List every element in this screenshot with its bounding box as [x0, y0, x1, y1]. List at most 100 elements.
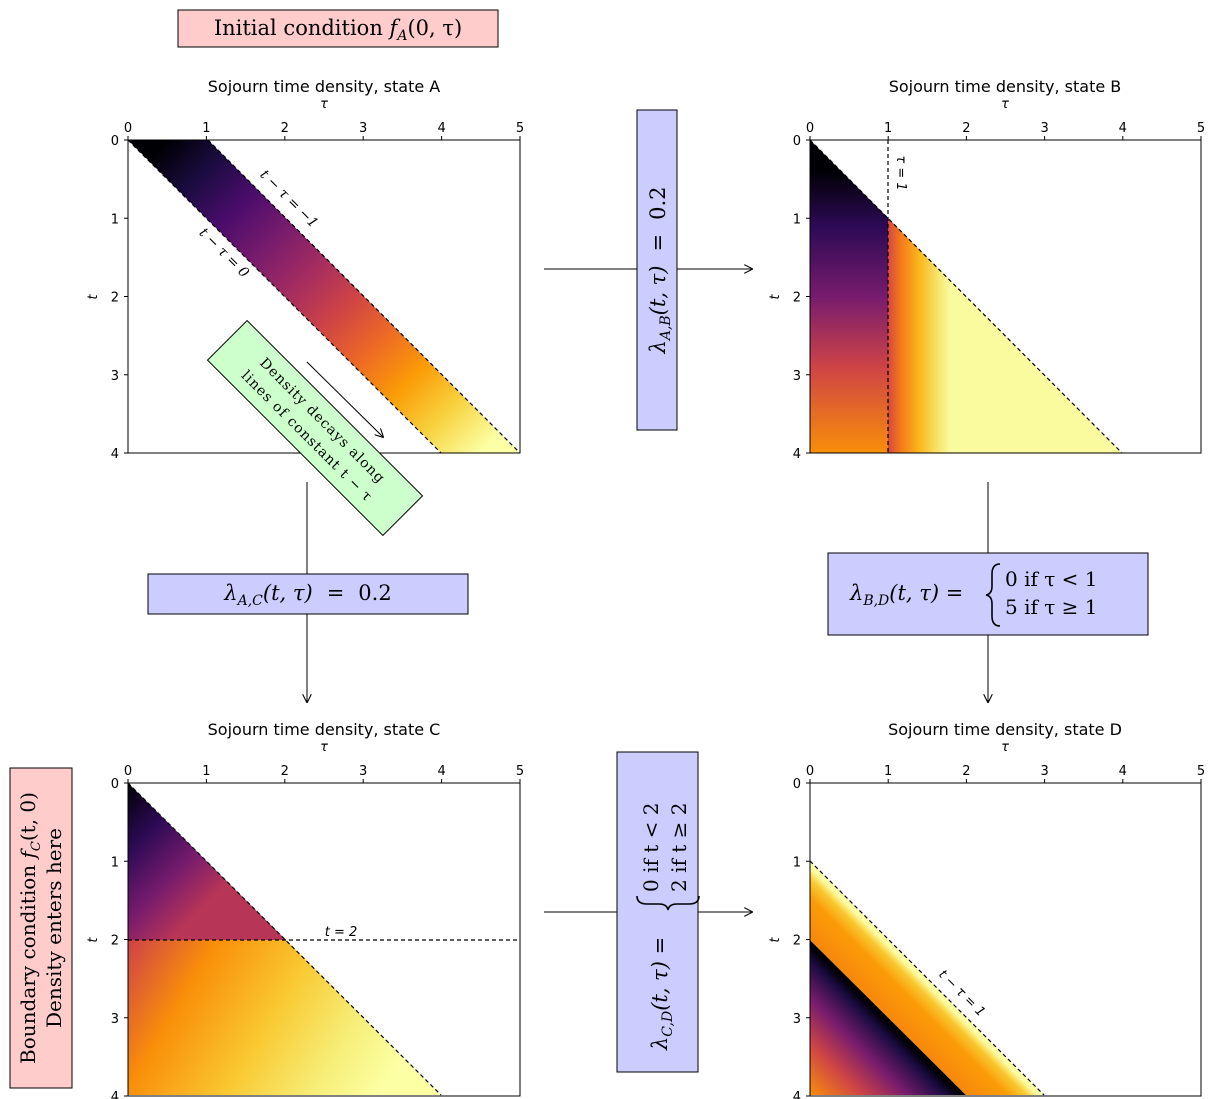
rate-ac-box: λA,C(t, τ) = 0.2 — [147, 573, 469, 615]
x-tick-label-A-5: 5 — [516, 121, 524, 136]
y-tick-label-A-2: 2 — [111, 291, 119, 306]
x-tick-label-D-1: 1 — [884, 764, 892, 779]
rate-ac-args: (t, τ) — [263, 581, 313, 605]
svg-text:λA,C(t, τ)=0.2: λA,C(t, τ) = 0.2 — [223, 581, 391, 609]
ylabel-d: t — [768, 937, 783, 943]
rate-cd-sub: C,D — [660, 1011, 676, 1037]
y-tick-label-A-1: 1 — [111, 212, 119, 227]
xlabel-b: τ — [1001, 97, 1009, 112]
y-tick-label-B-1: 1 — [793, 212, 801, 227]
panel-state-c: Sojourn time density, state C τ t 0 1 2 3 4 5… — [86, 720, 524, 1099]
x-tick-label-C-1: 1 — [202, 764, 210, 779]
x-tick-label-A-0: 0 — [124, 121, 132, 136]
decay-arrow — [306, 361, 383, 437]
initial-prefix: Initial condition — [214, 16, 390, 40]
density-region-a — [128, 140, 520, 453]
xlabel-a: τ — [320, 97, 328, 112]
svg-text:λC,D(t, τ) =: λC,D(t, τ) = — [648, 937, 676, 1051]
boundary-prefix: Boundary condition — [16, 858, 40, 1063]
svg-text:λA,B(t, τ)=0.2: λA,B(t, τ) = 0.2 — [646, 187, 674, 355]
y-tick-label-D-4: 4 — [793, 1090, 801, 1099]
boundary-line-c — [127, 782, 442, 1096]
rate-ab-eq: = — [646, 234, 670, 252]
title-d: Sojourn time density, state D — [888, 720, 1122, 739]
x-tick-label-D-3: 3 — [1040, 764, 1048, 779]
rate-ac-sub: A,C — [236, 593, 264, 609]
rate-cd-args: (t, τ) = — [648, 937, 672, 1011]
ylabel-a: t — [86, 294, 101, 300]
rate-cd-case1: 0 if t < 2 — [639, 803, 663, 892]
rate-ab-box: λA,B(t, τ) = 0.2 — [636, 109, 678, 431]
x-tick-label-B-3: 3 — [1040, 121, 1048, 136]
x-tick-label-A-1: 1 — [202, 121, 210, 136]
rate-cd-case2: 2 if t ≥ 2 — [667, 803, 691, 892]
density-region-b-early — [810, 140, 888, 453]
rate-cd-lambda: λ — [648, 1037, 672, 1051]
boundary-condition-box: Boundary condition fC(t, 0) Density ente… — [9, 767, 73, 1089]
rate-cd-box: λC,D(t, τ) = 0 if t < 2 2 if t ≥ 2 — [616, 751, 700, 1073]
xlabel-c: τ — [320, 740, 328, 755]
svg-text:Initial condition fA(0, τ): Initial condition fA(0, τ) — [214, 16, 462, 44]
y-tick-label-C-4: 4 — [111, 1090, 119, 1099]
x-tick-label-B-0: 0 — [806, 121, 814, 136]
rate-bd-sub: B,D — [862, 593, 889, 609]
x-tick-label-D-4: 4 — [1119, 764, 1127, 779]
y-tick-label-D-0: 0 — [793, 777, 801, 792]
boundary-line-d — [809, 860, 1045, 1096]
rate-bd-box: λB,D(t, τ) = 0 if τ < 1 5 if τ ≥ 1 — [827, 552, 1149, 636]
x-tick-label-B-5: 5 — [1197, 121, 1205, 136]
density-region-c-early — [128, 783, 286, 940]
rate-bd-brace — [985, 563, 1001, 627]
x-tick-label-C-3: 3 — [359, 764, 367, 779]
rate-ab-lambda: λ — [646, 340, 670, 354]
initial-condition-box: Initial condition fA(0, τ) — [177, 9, 499, 48]
x-tick-label-A-3: 3 — [359, 121, 367, 136]
boundary-sub: C — [29, 841, 44, 851]
y-tick-label-B-3: 3 — [793, 369, 801, 384]
svg-text:λB,D(t, τ) =: λB,D(t, τ) = — [849, 581, 963, 609]
rate-ab-sub: A,B — [658, 315, 674, 342]
svg-text:Boundary condition fC(t, 0): Boundary condition fC(t, 0) — [16, 792, 44, 1064]
boundary-line-a-upper — [207, 139, 521, 454]
x-tick-label-C-5: 5 — [516, 764, 524, 779]
boundary-suffix: (t, 0) — [16, 792, 40, 841]
rate-ab-args: (t, τ) — [646, 266, 670, 316]
panel-state-d: Sojourn time density, state D τ t 0 1 2 3 4 5… — [768, 720, 1205, 1099]
title-b: Sojourn time density, state B — [889, 77, 1122, 96]
y-tick-label-C-2: 2 — [111, 934, 119, 949]
title-c: Sojourn time density, state C — [208, 720, 441, 739]
rate-bd-lambda: λ — [849, 581, 863, 605]
rate-ac-value: 0.2 — [358, 581, 391, 605]
y-tick-label-B-0: 0 — [793, 134, 801, 149]
y-tick-label-A-3: 3 — [111, 369, 119, 384]
rate-bd-case2: 5 if τ ≥ 1 — [1005, 595, 1098, 619]
y-tick-label-B-2: 2 — [793, 291, 801, 306]
boundary-line-b — [809, 139, 1123, 454]
x-tick-label-A-2: 2 — [281, 121, 289, 136]
x-tick-label-C-0: 0 — [124, 764, 132, 779]
rate-ac-lambda: λ — [223, 581, 237, 605]
xlabel-d: τ — [1001, 740, 1009, 755]
annotation-b-tau: τ = 1 — [893, 155, 908, 190]
x-tick-label-B-1: 1 — [884, 121, 892, 136]
rate-ab-value: 0.2 — [646, 187, 670, 220]
y-tick-label-B-4: 4 — [793, 447, 801, 462]
x-tick-label-A-4: 4 — [437, 121, 445, 136]
y-tick-label-C-3: 3 — [111, 1012, 119, 1027]
x-tick-label-B-4: 4 — [1119, 121, 1127, 136]
initial-sub: A — [395, 28, 407, 44]
x-tick-label-D-0: 0 — [806, 764, 814, 779]
title-a: Sojourn time density, state A — [208, 77, 441, 96]
y-tick-label-D-1: 1 — [793, 855, 801, 870]
initial-suffix: (0, τ) — [407, 16, 462, 40]
x-tick-label-C-2: 2 — [281, 764, 289, 779]
x-tick-label-D-2: 2 — [962, 764, 970, 779]
rate-bd-case1: 0 if τ < 1 — [1005, 567, 1098, 591]
x-tick-label-B-2: 2 — [962, 121, 970, 136]
y-tick-label-A-4: 4 — [111, 447, 119, 462]
y-tick-label-C-0: 0 — [111, 777, 119, 792]
x-tick-label-C-4: 4 — [437, 764, 445, 779]
panel-state-b: Sojourn time density, state B τ t 0 1 2 3 4 5… — [768, 77, 1205, 462]
rate-cd-brace — [636, 895, 700, 911]
